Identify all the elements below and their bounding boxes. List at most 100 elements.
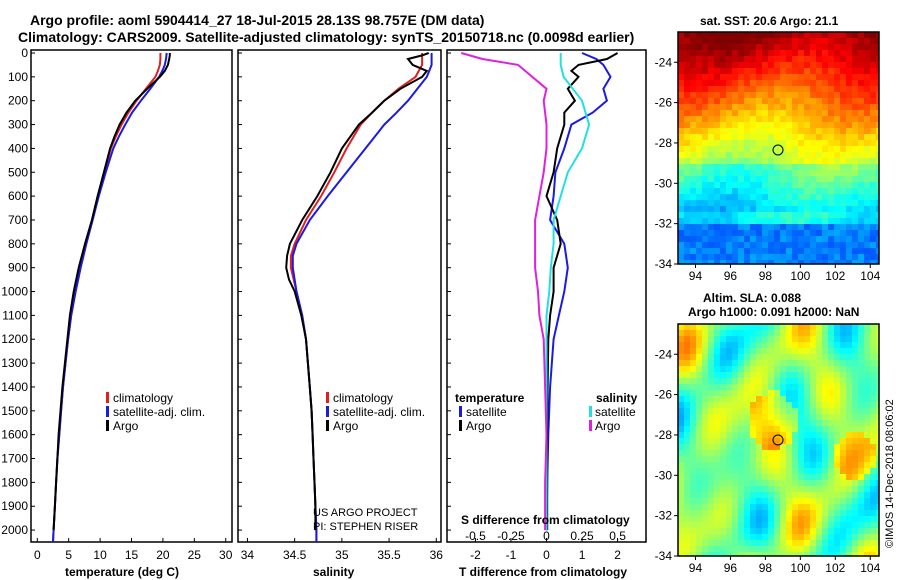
sst-cell [708, 50, 714, 56]
sst-cell [696, 80, 702, 86]
sla-cell [780, 414, 786, 420]
sst-cell [840, 128, 846, 134]
sst-cell [768, 98, 774, 104]
sla-cell [744, 540, 750, 546]
sla-cell [702, 456, 708, 462]
sst-cell [828, 230, 834, 236]
sst-cell [798, 74, 804, 80]
sst-cell [720, 122, 726, 128]
sla-cell [744, 426, 750, 432]
sla-cell [840, 432, 846, 438]
sst-cell [768, 104, 774, 110]
sla-cell [780, 534, 786, 540]
sst-cell [774, 62, 780, 68]
sla-cell [732, 414, 738, 420]
sst-cell [738, 134, 744, 140]
sst-cell [792, 38, 798, 44]
sst-cell [828, 86, 834, 92]
sst-cell [774, 212, 780, 218]
sst-cell [840, 152, 846, 158]
sst-cell [708, 128, 714, 134]
s-difference-tick-label: 0.25 [570, 529, 594, 543]
sla-cell [696, 462, 702, 468]
sst-cell [840, 110, 846, 116]
sla-cell [738, 498, 744, 504]
sla-cell [876, 450, 879, 456]
sst-cell [840, 62, 846, 68]
sla-cell [684, 360, 690, 366]
sst-cell [684, 242, 690, 248]
sst-cell [750, 200, 756, 206]
sst-cell [822, 98, 828, 104]
sst-cell [864, 140, 870, 146]
sst-cell [702, 224, 708, 230]
sla-cell [738, 522, 744, 528]
sst-cell [750, 56, 756, 62]
sla-cell [804, 438, 810, 444]
sla-cell [822, 462, 828, 468]
sst-cell [816, 230, 822, 236]
sla-cell [684, 492, 690, 498]
sla-cell [786, 414, 792, 420]
sst-cell [732, 236, 738, 242]
sla-cell [798, 522, 804, 528]
sst-cell [714, 260, 720, 264]
sla-cell [708, 330, 714, 336]
sst-cell [870, 188, 876, 194]
sst-cell [858, 242, 864, 248]
sla-cell [870, 378, 876, 384]
sla-cell [702, 372, 708, 378]
sst-cell [846, 32, 852, 38]
sla-cell [858, 492, 864, 498]
sst-cell [786, 116, 792, 122]
sst-cell [816, 44, 822, 50]
sst-cell [792, 44, 798, 50]
sla-cell [780, 522, 786, 528]
sst-cell [792, 176, 798, 182]
sla-cell [732, 354, 738, 360]
sla-profile-marker [772, 434, 784, 446]
sst-cell [744, 68, 750, 74]
sla-cell [798, 342, 804, 348]
sst-cell [726, 38, 732, 44]
sla-cell [798, 450, 804, 456]
sla-cell [726, 414, 732, 420]
sst-cell [684, 44, 690, 50]
legend-argo-swatch [106, 420, 109, 431]
sla-cell [846, 366, 852, 372]
sla-cell [834, 450, 840, 456]
sla-cell [690, 330, 696, 336]
sst-cell [870, 206, 876, 212]
sst-cell [756, 116, 762, 122]
sla-cell [804, 408, 810, 414]
sla-cell [678, 528, 684, 534]
sla-cell [678, 324, 684, 330]
sst-cell [834, 230, 840, 236]
sst-cell [684, 176, 690, 182]
sst-cell [690, 116, 696, 122]
lat-tick-label: -30 [655, 468, 673, 482]
sla-cell [846, 534, 852, 540]
sla-cell [756, 492, 762, 498]
sst-cell [804, 140, 810, 146]
sst-cell [798, 128, 804, 134]
sla-cell [858, 534, 864, 540]
sst-cell [690, 44, 696, 50]
sla-cell [690, 420, 696, 426]
sla-cell [858, 498, 864, 504]
sla-cell [684, 534, 690, 540]
sst-cell [822, 206, 828, 212]
sst-cell [822, 188, 828, 194]
sst-cell [720, 146, 726, 152]
sst-cell [684, 98, 690, 104]
sla-cell [864, 396, 870, 402]
sst-cell [708, 134, 714, 140]
depth-tick-label: 200 [8, 94, 28, 108]
sst-cell [774, 260, 780, 264]
sst-cell [816, 80, 822, 86]
sla-cell [744, 552, 750, 556]
sla-cell [708, 348, 714, 354]
sla-cell [840, 348, 846, 354]
sst-cell [834, 260, 840, 264]
sst-cell [852, 104, 858, 110]
